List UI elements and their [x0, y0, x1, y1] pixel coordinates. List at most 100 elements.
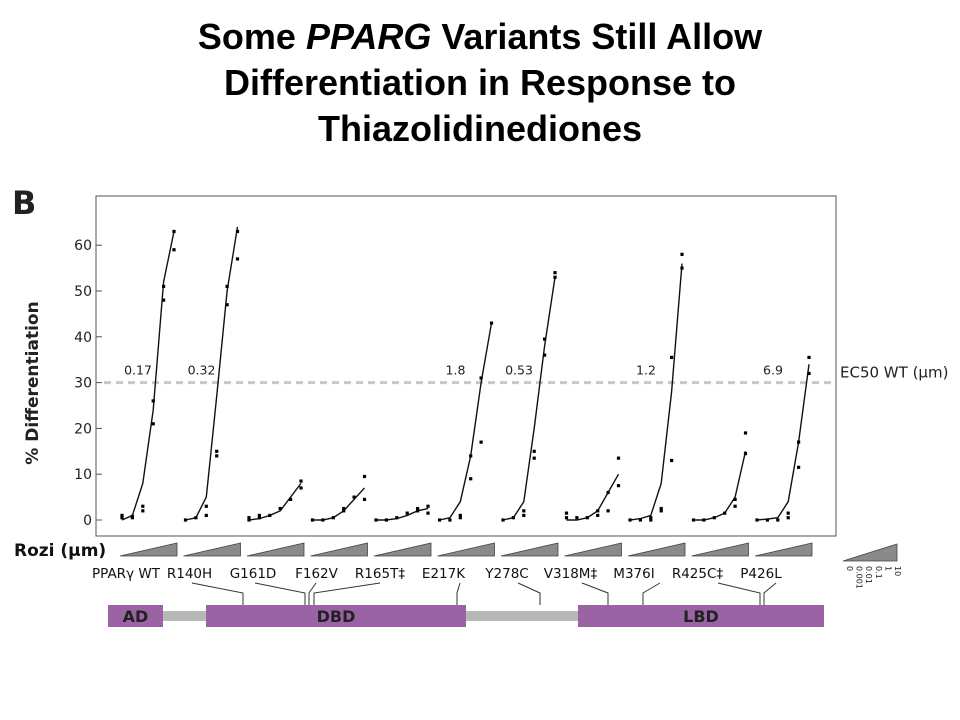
variant-connector: [191, 582, 244, 605]
data-point: [130, 514, 134, 518]
data-point: [225, 303, 229, 307]
data-point: [807, 355, 811, 360]
data-point: [616, 484, 621, 488]
variant-label: R140H: [167, 566, 212, 582]
data-point: [384, 518, 388, 522]
variant-connector: [456, 582, 461, 605]
data-point: [362, 474, 367, 479]
data-point: [712, 516, 716, 520]
data-point: [755, 518, 759, 522]
variant-connector: [763, 582, 777, 605]
series-line: [185, 226, 239, 521]
data-point: [162, 284, 166, 289]
data-point: [268, 513, 272, 518]
variant-connector: [308, 582, 317, 605]
dose-triangle: [437, 542, 495, 557]
dose-triangle: [246, 542, 305, 557]
data-point: [204, 504, 208, 508]
data-point: [405, 511, 409, 515]
data-point: [194, 516, 198, 520]
variant-label: F162V: [295, 566, 339, 582]
data-point: [120, 516, 124, 520]
data-point: [616, 456, 621, 460]
data-point: [522, 513, 526, 518]
data-point: [564, 516, 569, 520]
variant-label: V318M‡: [544, 566, 598, 582]
data-point: [575, 516, 579, 520]
legend-concentration-label: 10: [893, 566, 902, 576]
ec50-value: 6.9: [763, 363, 783, 378]
data-point: [141, 504, 145, 508]
variant-label: R165T‡: [355, 566, 405, 582]
concentration-legend: 0 0.001 0.01 0.1 1 10: [842, 543, 902, 589]
data-point: [649, 518, 653, 522]
data-point: [553, 275, 557, 279]
legend-dose-triangle: [842, 543, 898, 562]
data-point: [596, 509, 600, 513]
data-point: [522, 509, 526, 513]
data-point: [702, 518, 706, 522]
pparg-domain-map: AD DBD LBD: [108, 582, 824, 627]
variant-label: Y278C: [484, 566, 528, 582]
variant-label: G161D: [230, 566, 277, 582]
data-point: [151, 399, 155, 403]
title-line-3: Thiazolidinediones: [317, 108, 643, 149]
domain-ad: [108, 605, 163, 627]
data-point: [172, 229, 176, 234]
series-line: [629, 263, 683, 521]
x-axis-label: Rozi (μm): [14, 541, 106, 561]
reference-line-label: EC50 WT (μm): [840, 364, 948, 382]
variant-label: R425C‡: [672, 566, 724, 582]
data-point: [479, 376, 483, 380]
legend-concentration-label: 0.1: [874, 566, 883, 579]
data-point: [448, 518, 452, 522]
data-point: [606, 509, 610, 513]
data-point: [469, 454, 473, 458]
data-point: [596, 513, 600, 518]
domain-label: AD: [123, 607, 149, 626]
domain-label: LBD: [683, 607, 719, 626]
data-point: [628, 518, 632, 522]
y-axis-label: % Differentiation: [23, 301, 43, 464]
variant-connector: [581, 582, 609, 605]
plot-frame: [95, 195, 837, 537]
legend-concentration-label: 0.01: [864, 566, 873, 584]
ec50-value: 1.2: [636, 363, 656, 378]
variant-label: PPARγ WT: [92, 566, 161, 582]
title-line-2: Differentiation in Response to: [223, 62, 737, 103]
dose-triangle: [691, 542, 749, 557]
data-point: [331, 516, 335, 520]
data-point: [670, 355, 674, 360]
data-point: [786, 511, 790, 515]
dose-triangle: [500, 542, 559, 557]
data-point: [342, 509, 346, 513]
data-point: [151, 422, 155, 426]
data-point: [543, 337, 547, 341]
series-line: [121, 231, 175, 521]
data-point: [691, 518, 696, 522]
data-point: [204, 513, 208, 518]
variant-label: P426L: [740, 566, 782, 582]
data-point: [564, 511, 569, 515]
data-point: [532, 456, 536, 460]
ec50-value: 0.32: [188, 363, 216, 378]
data-point: [659, 506, 663, 511]
data-point: [680, 266, 684, 270]
data-point: [437, 518, 442, 522]
data-point: [141, 509, 145, 513]
data-point: [638, 518, 642, 522]
y-tick-label: 60: [74, 238, 92, 254]
title-gene-name: PPARG: [305, 16, 432, 57]
slide-title: Some PPARG Variants Still Allow Differen…: [0, 14, 960, 152]
variant-connector: [717, 582, 761, 605]
data-point: [786, 516, 790, 520]
ec50-value: 1.8: [446, 363, 466, 378]
data-point: [426, 511, 430, 515]
data-point: [299, 486, 303, 490]
data-point: [458, 516, 462, 520]
dose-triangle: [119, 542, 178, 557]
data-point: [585, 516, 589, 520]
series-line: [439, 322, 493, 521]
